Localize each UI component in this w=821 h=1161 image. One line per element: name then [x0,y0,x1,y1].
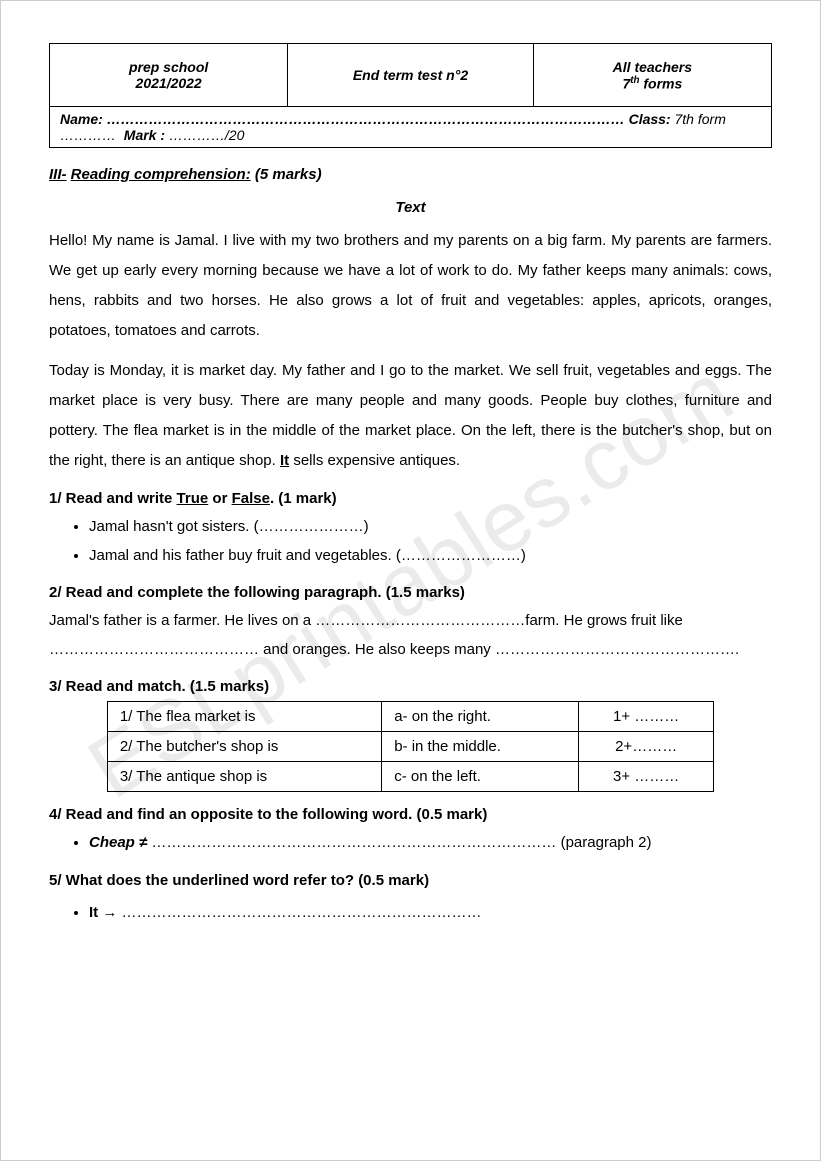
match-c3: 2+……… [579,732,714,762]
q1-item1: Jamal hasn't got sisters. (…………………) [89,513,772,542]
q1-false: False [232,490,270,507]
q2-title: 2/ Read and complete the following parag… [49,584,772,601]
q5-item-label: It → [89,904,117,921]
match-c1: 1/ The flea market is [107,702,381,732]
class-label: Class: [629,111,671,127]
q5-item-dots: ……………………………………………………………… [117,904,481,921]
q4-item: Cheap ≠ ……………………………………………………………………… (par… [89,829,772,858]
header-right-cell: All teachers 7th forms [533,44,771,107]
header-name-row: Name: …………………………………………………………………………………………… [50,107,772,148]
match-c2: b- in the middle. [382,732,579,762]
mark-value: …………/20 [165,127,244,143]
text-heading: Text [49,199,772,216]
q1-or: or [208,490,231,507]
q5-title: 5/ What does the underlined word refer t… [49,872,772,889]
q1-title: 1/ Read and write True or False. (1 mark… [49,490,772,507]
match-c3: 3+ ……… [579,762,714,792]
match-c1: 2/ The butcher's shop is [107,732,381,762]
q3-title: 3/ Read and match. (1.5 marks) [49,678,772,695]
match-c3: 1+ ……… [579,702,714,732]
header-test-cell: End term test n°2 [288,44,533,107]
school-line1: prep school [60,59,277,75]
match-c2: c- on the left. [382,762,579,792]
section-number: III- [49,166,67,183]
q1-title-a: 1/ Read and write [49,490,177,507]
header-school-cell: prep school 2021/2022 [50,44,288,107]
test-title: End term test n°2 [298,67,522,83]
table-row: 1/ The flea market is a- on the right. 1… [107,702,713,732]
q4-title: 4/ Read and find an opposite to the foll… [49,806,772,823]
q4-item-label: Cheap ≠ [89,834,147,851]
match-c2: a- on the right. [382,702,579,732]
passage-it: It [280,452,289,469]
section-title: III- Reading comprehension: (5 marks) [49,166,772,183]
forms-line: 7th forms [544,75,761,92]
teachers-line: All teachers [544,59,761,75]
name-label: Name: [60,111,103,127]
q1-list: Jamal hasn't got sisters. (…………………) Jama… [49,513,772,570]
q5-list: It → ……………………………………………………………… [49,899,772,928]
q1-title-b: . (1 mark) [270,490,337,507]
table-row: 2/ The butcher's shop is b- in the middl… [107,732,713,762]
section-title-text: Reading comprehension: [71,166,251,183]
q4-item-dots: ……………………………………………………………………… (paragraph 2… [147,834,651,851]
q1-true: True [177,490,209,507]
table-row: 3/ The antique shop is c- on the left. 3… [107,762,713,792]
section-marks: (5 marks) [255,166,322,183]
q5-item: It → ……………………………………………………………… [89,899,772,928]
passage-p2: Today is Monday, it is market day. My fa… [49,356,772,476]
mark-label: Mark : [124,127,165,143]
q4-list: Cheap ≠ ……………………………………………………………………… (par… [49,829,772,858]
q1-item2: Jamal and his father buy fruit and veget… [89,542,772,571]
q2-text: Jamal's father is a farmer. He lives on … [49,607,772,664]
header-table: prep school 2021/2022 End term test n°2 … [49,43,772,148]
school-line2: 2021/2022 [60,75,277,91]
match-c1: 3/ The antique shop is [107,762,381,792]
forms-suffix: forms [639,75,682,91]
worksheet-page: ESLprintables.com prep school 2021/2022 … [0,0,821,1161]
passage-p1: Hello! My name is Jamal. I live with my … [49,226,772,346]
match-table: 1/ The flea market is a- on the right. 1… [107,701,714,792]
passage-p2b: sells expensive antiques. [289,452,460,469]
name-dots: ………………………………………………………………………………………………… [103,111,629,127]
